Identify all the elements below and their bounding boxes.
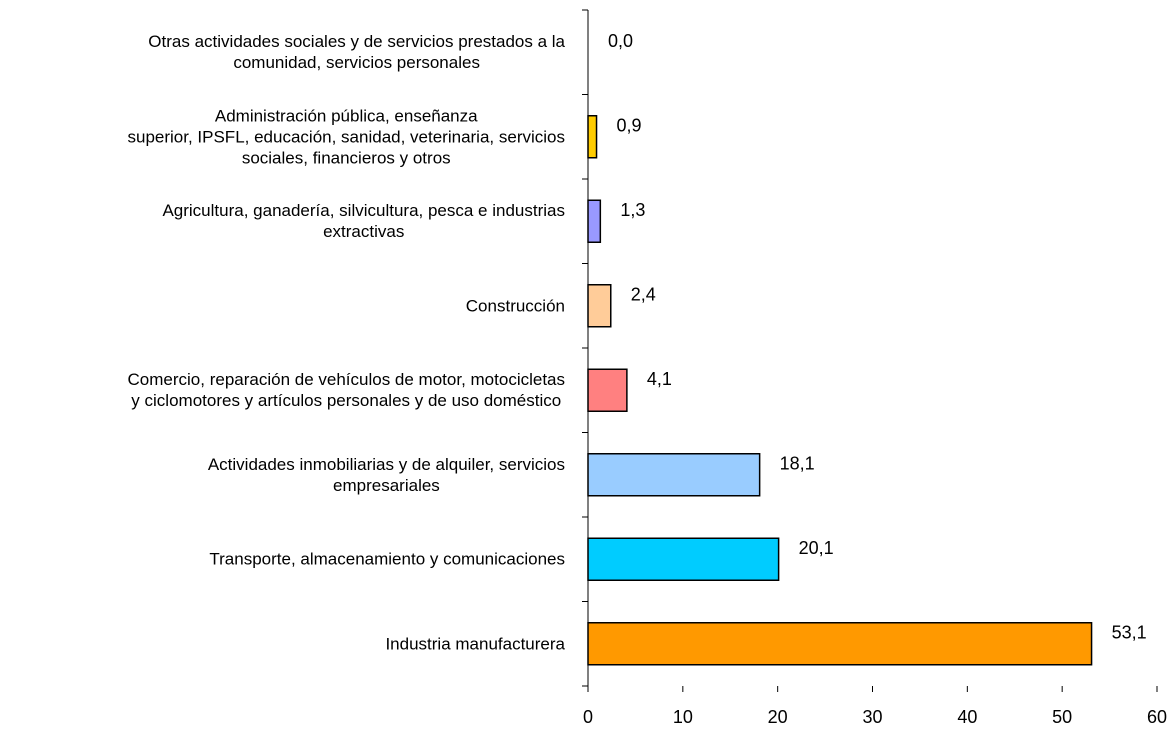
bar (587, 199, 602, 243)
x-tick-label: 10 (673, 707, 693, 727)
x-tick-label: 40 (957, 707, 977, 727)
value-label: 18,1 (780, 454, 815, 474)
value-label: 1,3 (620, 200, 645, 220)
value-label: 0,9 (617, 116, 642, 136)
bar (587, 622, 1093, 666)
bar (587, 537, 780, 581)
x-tick-label: 60 (1147, 707, 1167, 727)
value-label: 0,0 (608, 31, 633, 51)
value-label: 4,1 (647, 369, 672, 389)
category-label: Comercio, reparación de vehículos de mot… (127, 370, 565, 411)
category-label: Transporte, almacenamiento y comunicacio… (209, 549, 565, 569)
bar (587, 284, 612, 328)
category-label: Actividades inmobiliarias y de alquiler,… (207, 454, 565, 495)
x-tick-label: 0 (583, 707, 593, 727)
bar (587, 453, 761, 497)
category-label: Industria manufacturera (385, 634, 565, 654)
category-label: Administración pública, enseñanza superi… (127, 106, 565, 168)
x-tick-label: 50 (1052, 707, 1072, 727)
category-label: Agricultura, ganadería, silvicultura, pe… (162, 201, 565, 242)
category-label: Otras actividades sociales y de servicio… (148, 32, 565, 73)
x-tick-label: 30 (862, 707, 882, 727)
bar (587, 115, 598, 159)
value-label: 53,1 (1112, 623, 1147, 643)
value-label: 2,4 (631, 285, 656, 305)
category-label: Construcción (465, 296, 565, 316)
bar (587, 368, 628, 412)
value-label: 20,1 (799, 538, 834, 558)
x-tick-label: 20 (768, 707, 788, 727)
